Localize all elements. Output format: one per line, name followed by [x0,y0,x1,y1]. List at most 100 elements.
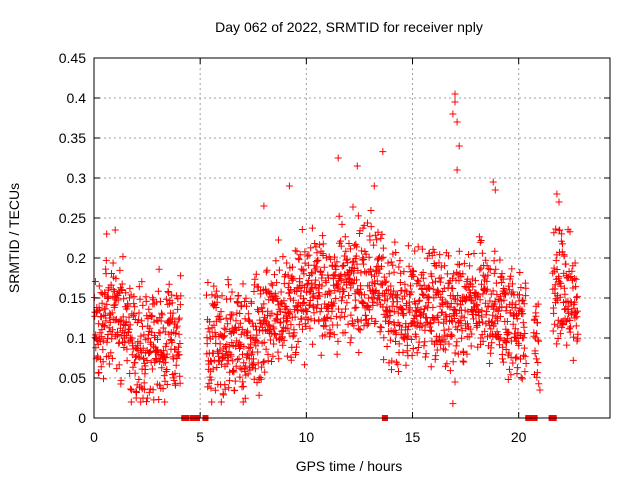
points-layer [90,90,582,421]
data-point [95,282,103,290]
data-point [286,308,294,316]
data-point [101,305,109,313]
data-point [240,359,248,367]
data-point [443,360,451,368]
data-point [407,336,415,343]
data-point [513,370,521,378]
data-point [247,340,255,348]
data-point [158,309,165,317]
data-point [373,277,381,285]
data-point [145,388,153,396]
data-point [118,280,126,288]
data-point [208,398,216,406]
data-point [389,261,397,269]
data-point [168,299,176,307]
data-point [156,329,164,337]
data-point [574,307,581,315]
data-point [165,319,173,327]
data-point [240,343,248,351]
data-point [368,315,376,323]
data-point [513,353,521,361]
data-point [338,262,346,270]
x-tick-label: 20 [511,429,527,445]
data-point [115,339,123,347]
data-point [459,270,467,278]
data-point [402,361,410,369]
data-point [410,272,418,280]
data-point [232,317,240,325]
data-point [394,360,402,368]
data-point [436,278,444,286]
data-point [224,320,232,328]
data-point [507,272,515,280]
data-point [168,314,176,322]
data-point [457,322,465,330]
data-point [315,289,323,297]
data-point [374,228,382,236]
data-point [251,365,259,373]
data-point [453,325,461,333]
data-point [219,391,227,399]
data-point [254,338,262,346]
data-point [404,326,412,334]
data-point [314,284,322,292]
data-point [113,365,121,373]
data-point [221,385,229,393]
data-point [445,340,453,348]
data-point [447,300,455,307]
data-point [434,312,442,320]
data-point [337,242,345,250]
data-point [170,376,178,384]
data-point [213,287,221,295]
data-point [206,318,214,326]
data-point [450,270,458,278]
data-point [362,250,370,258]
data-point [349,258,357,266]
data-point [294,306,302,314]
data-point [257,375,265,383]
data-point [239,398,247,406]
x-tick-label: 15 [405,429,421,445]
data-point [322,322,330,330]
data-point [157,317,165,325]
data-point [225,384,233,392]
data-point [549,269,557,277]
data-point [561,290,569,298]
data-point [146,349,153,356]
data-point [370,182,378,190]
data-point [236,310,244,317]
data-point [329,275,337,283]
data-point [533,330,541,338]
data-point [498,279,506,286]
data-point [258,304,266,312]
data-point [494,307,502,315]
data-point [302,322,310,330]
data-point [276,307,284,315]
data-point [518,375,526,383]
data-point [496,313,504,320]
data-point [350,322,358,330]
data-point [382,287,390,295]
data-point [286,295,294,303]
data-point [393,298,401,306]
data-point [96,338,104,346]
data-point [364,219,371,227]
data-point [137,332,145,340]
data-point [491,298,499,306]
data-point [369,301,377,309]
data-point [135,309,143,317]
data-point [388,302,396,310]
data-point [260,202,268,210]
data-point [261,316,269,324]
data-point [424,299,432,307]
data-point [469,307,477,315]
data-point [520,344,528,352]
data-point [299,267,307,275]
data-point [157,298,164,306]
data-point [569,276,577,284]
data-point [341,233,349,241]
data-point [355,325,363,333]
data-point [169,309,177,317]
data-point [573,313,581,321]
data-point [395,368,402,375]
